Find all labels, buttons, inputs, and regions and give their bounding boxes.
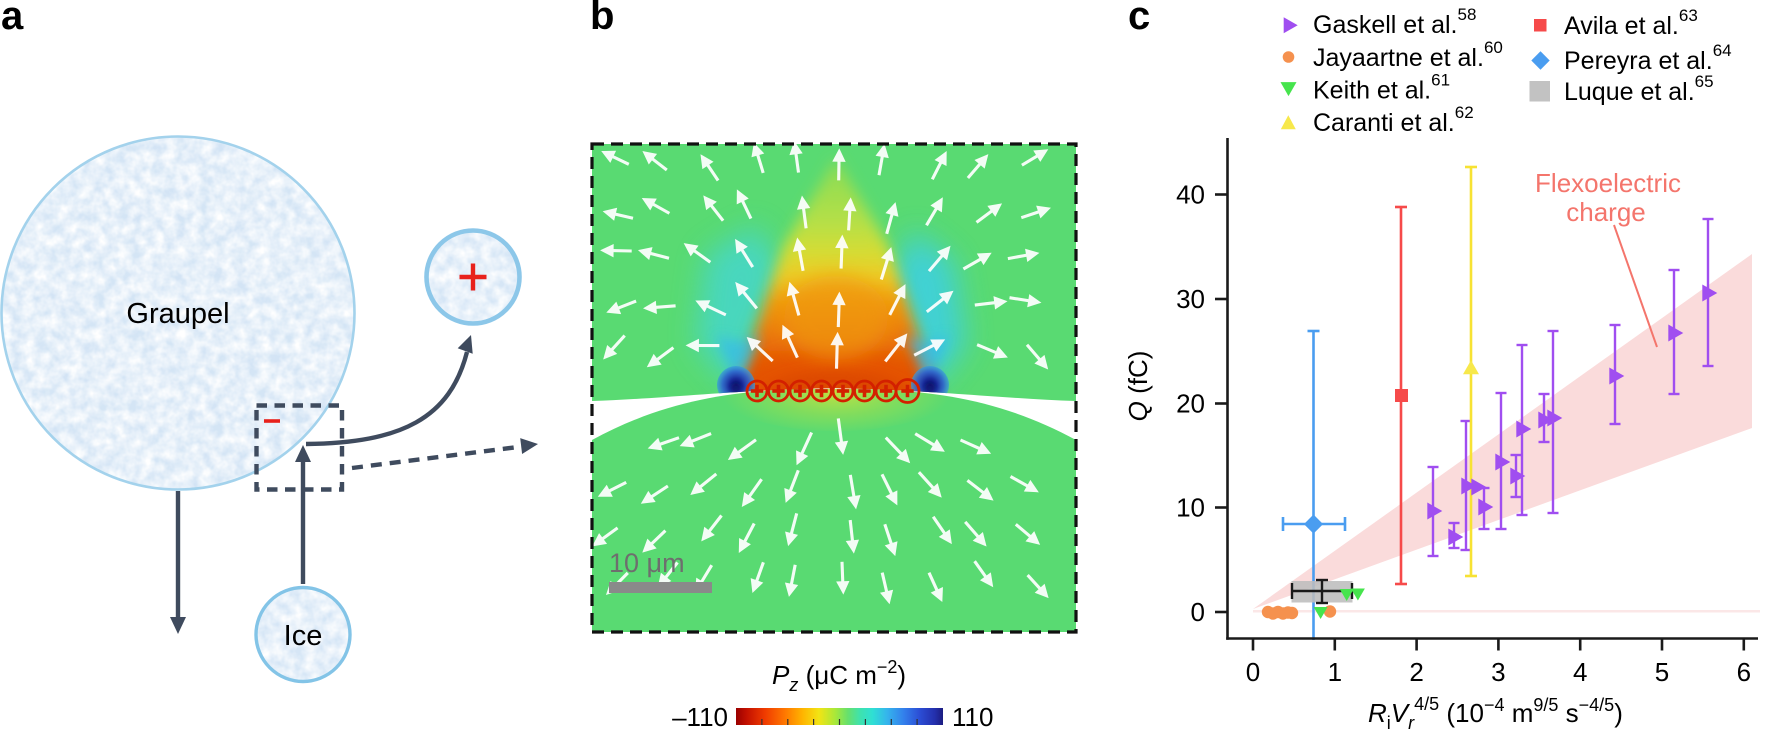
svg-text:0: 0 — [1191, 597, 1205, 627]
svg-text:b: b — [590, 0, 614, 38]
svg-text:Caranti et al.62: Caranti et al.62 — [1313, 103, 1474, 137]
svg-text:Q (fC): Q (fC) — [1123, 351, 1153, 422]
svg-text:110: 110 — [952, 702, 993, 732]
svg-text:40: 40 — [1176, 180, 1205, 210]
svg-text:5: 5 — [1655, 657, 1669, 687]
svg-text:Graupel: Graupel — [126, 298, 229, 330]
svg-text:Flexoelectric: Flexoelectric — [1535, 168, 1681, 198]
svg-text:30: 30 — [1176, 284, 1205, 314]
svg-text:Jayaartne et al.60: Jayaartne et al.60 — [1313, 38, 1503, 72]
svg-text:2: 2 — [1409, 657, 1423, 687]
svg-text:20: 20 — [1176, 389, 1205, 419]
svg-text:c: c — [1128, 0, 1150, 38]
svg-text:Gaskell et al.58: Gaskell et al.58 — [1313, 5, 1476, 39]
svg-text:Luque et al.65: Luque et al.65 — [1564, 72, 1714, 106]
svg-text:6: 6 — [1737, 657, 1751, 687]
svg-text:Pz (μC m−2): Pz (μC m−2) — [772, 657, 906, 695]
svg-text:Ice: Ice — [284, 620, 323, 652]
svg-text:–110: –110 — [672, 702, 728, 732]
svg-text:3: 3 — [1491, 657, 1505, 687]
svg-text:1: 1 — [1328, 657, 1342, 687]
svg-text:Avila et al.63: Avila et al.63 — [1564, 6, 1698, 40]
svg-text:RiVr4/5 (10−4 m9/5 s−4/5): RiVr4/5 (10−4 m9/5 s−4/5) — [1368, 694, 1623, 733]
svg-text:Keith et al.61: Keith et al.61 — [1313, 71, 1450, 105]
svg-text:a: a — [1, 0, 24, 38]
svg-text:10 μm: 10 μm — [609, 548, 685, 578]
svg-text:charge: charge — [1566, 197, 1646, 227]
svg-text:Pereyra et al.64: Pereyra et al.64 — [1564, 41, 1732, 75]
svg-text:0: 0 — [1246, 657, 1260, 687]
svg-text:4: 4 — [1573, 657, 1587, 687]
svg-text:10: 10 — [1176, 493, 1205, 523]
